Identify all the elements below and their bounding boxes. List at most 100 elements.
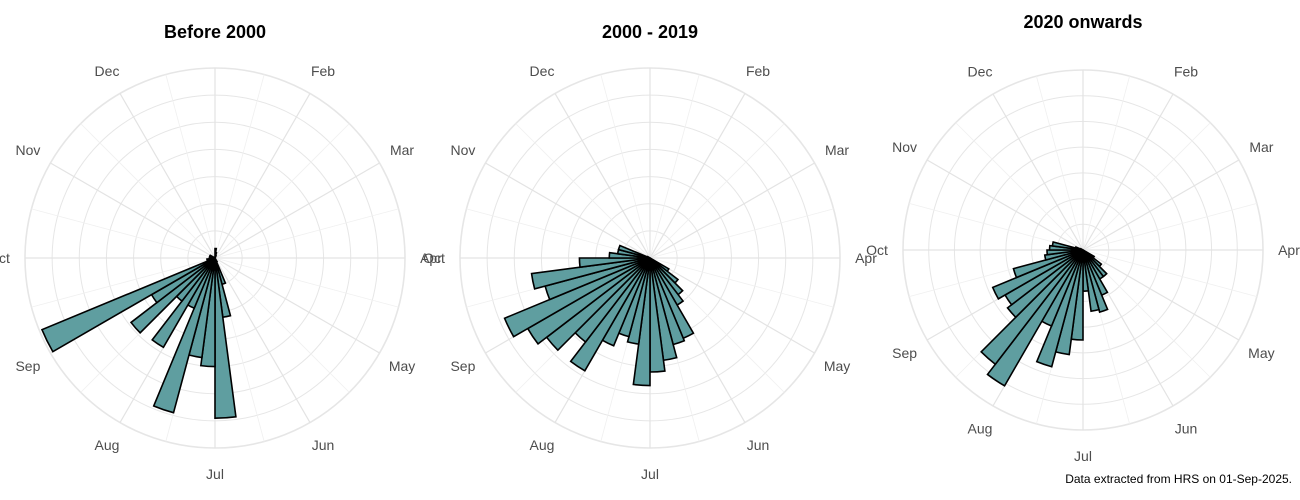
- bar: [214, 257, 237, 419]
- grid-spoke: [1082, 76, 1130, 251]
- grid-spoke: [214, 257, 399, 308]
- month-tick-label: Apr: [1278, 242, 1300, 258]
- bar: [1006, 249, 1084, 319]
- bar: [986, 249, 1084, 387]
- month-tick-label: May: [824, 358, 850, 374]
- bar: [208, 254, 216, 259]
- bar: [1043, 249, 1084, 261]
- grid-spoke: [649, 93, 746, 259]
- grid-spoke: [649, 162, 815, 259]
- panel-2020-onwards: Feb Mar Apr May Jun Jul Aug Sep Oct Nov Dec 2020 on…: [866, 12, 1300, 464]
- panel-title: 2000 - 2019: [602, 22, 698, 42]
- grid-spoke: [485, 162, 651, 259]
- bar: [980, 249, 1084, 366]
- grid-spoke: [649, 74, 700, 259]
- grid-spoke: [600, 74, 651, 259]
- panel-title: Before 2000: [164, 22, 266, 42]
- month-tick-label: Apr: [855, 250, 877, 266]
- grid-spoke: [515, 123, 651, 259]
- bar: [129, 257, 216, 334]
- month-tick-label: Nov: [450, 142, 475, 158]
- bars: [503, 244, 695, 387]
- grid-spoke: [119, 93, 216, 259]
- month-tick-label: Aug: [530, 437, 555, 453]
- panel-title: 2020 onwards: [1023, 12, 1142, 32]
- month-tick-label: Aug: [95, 437, 120, 453]
- grid-spoke: [649, 208, 834, 259]
- month-tick-label: May: [1248, 345, 1274, 361]
- month-tick-label: Feb: [1174, 64, 1198, 80]
- data-source-caption: Data extracted from HRS on 01-Sep-2025.: [1065, 472, 1292, 486]
- month-tick-label: Dec: [968, 64, 993, 80]
- month-tick-label: Jun: [312, 437, 335, 453]
- month-tick-label: Feb: [311, 63, 335, 79]
- month-tick-label: Oct: [423, 250, 445, 266]
- grid-spoke: [165, 74, 216, 259]
- bar: [1012, 249, 1084, 279]
- grid-spoke: [1082, 249, 1240, 341]
- grid-spoke: [649, 257, 815, 354]
- bar: [1082, 249, 1109, 314]
- bar: [503, 257, 651, 338]
- grid-spoke: [649, 257, 834, 308]
- bar: [578, 257, 651, 269]
- grid-spoke: [31, 257, 216, 308]
- grid-spoke: [214, 208, 399, 259]
- grid-spoke: [214, 257, 350, 393]
- bar: [1046, 249, 1084, 256]
- grid-spoke: [1082, 159, 1240, 251]
- grid-spoke: [214, 257, 380, 354]
- grid-spoke: [214, 162, 380, 259]
- month-tick-label: Jun: [1175, 420, 1198, 436]
- grid-spoke: [31, 208, 216, 259]
- month-tick-label: Sep: [892, 345, 917, 361]
- bar: [151, 257, 216, 349]
- bar: [1082, 249, 1100, 313]
- month-tick-label: Jul: [1074, 448, 1092, 464]
- bars: [40, 247, 237, 419]
- bars: [980, 241, 1109, 387]
- month-tick-label: Jul: [206, 466, 224, 482]
- grid-spoke: [1082, 122, 1211, 251]
- month-tick-label: Mar: [1249, 139, 1273, 155]
- grid-spoke: [554, 93, 651, 259]
- month-tick-label: Nov: [892, 139, 917, 155]
- month-tick-label: Dec: [95, 63, 120, 79]
- grid-spoke: [80, 123, 216, 259]
- month-tick-label: Sep: [450, 358, 475, 374]
- month-tick-label: Dec: [530, 63, 555, 79]
- month-tick-label: Oct: [0, 250, 10, 266]
- bar: [530, 257, 651, 290]
- grid-spoke: [214, 257, 311, 423]
- grid-spoke: [1036, 76, 1084, 251]
- month-tick-label: Mar: [390, 142, 414, 158]
- month-tick-label: May: [389, 358, 415, 374]
- month-tick-label: Sep: [15, 358, 40, 374]
- grid-spoke: [214, 123, 350, 259]
- grid-spoke: [649, 123, 785, 259]
- grid-spoke: [1082, 203, 1257, 251]
- month-tick-label: Oct: [866, 242, 888, 258]
- month-tick-label: Nov: [15, 142, 40, 158]
- grid-spoke: [214, 93, 311, 259]
- bar: [991, 249, 1084, 300]
- month-tick-label: Apr: [420, 250, 442, 266]
- panel-before-2000: Feb Mar Apr May Jun Jul Aug Sep Oct Nov Dec Before …: [0, 22, 442, 482]
- month-tick-label: Jun: [747, 437, 770, 453]
- grid-spoke: [50, 162, 216, 259]
- grid-spoke: [1082, 249, 1257, 297]
- bar: [617, 244, 651, 259]
- month-tick-label: Feb: [746, 63, 770, 79]
- bar: [569, 257, 651, 372]
- month-tick-label: Jul: [641, 466, 659, 482]
- grid-spoke: [955, 122, 1084, 251]
- panel-2000-2019: Feb Mar Apr May Jun Jul Aug Sep Oct Nov Dec 2000 - …: [423, 22, 877, 482]
- grid-spoke: [992, 93, 1084, 251]
- bar: [1079, 247, 1084, 251]
- bar: [40, 257, 216, 353]
- grid-spoke: [214, 74, 265, 259]
- month-tick-label: Aug: [968, 420, 993, 436]
- month-tick-label: Mar: [825, 142, 849, 158]
- bar: [646, 255, 651, 259]
